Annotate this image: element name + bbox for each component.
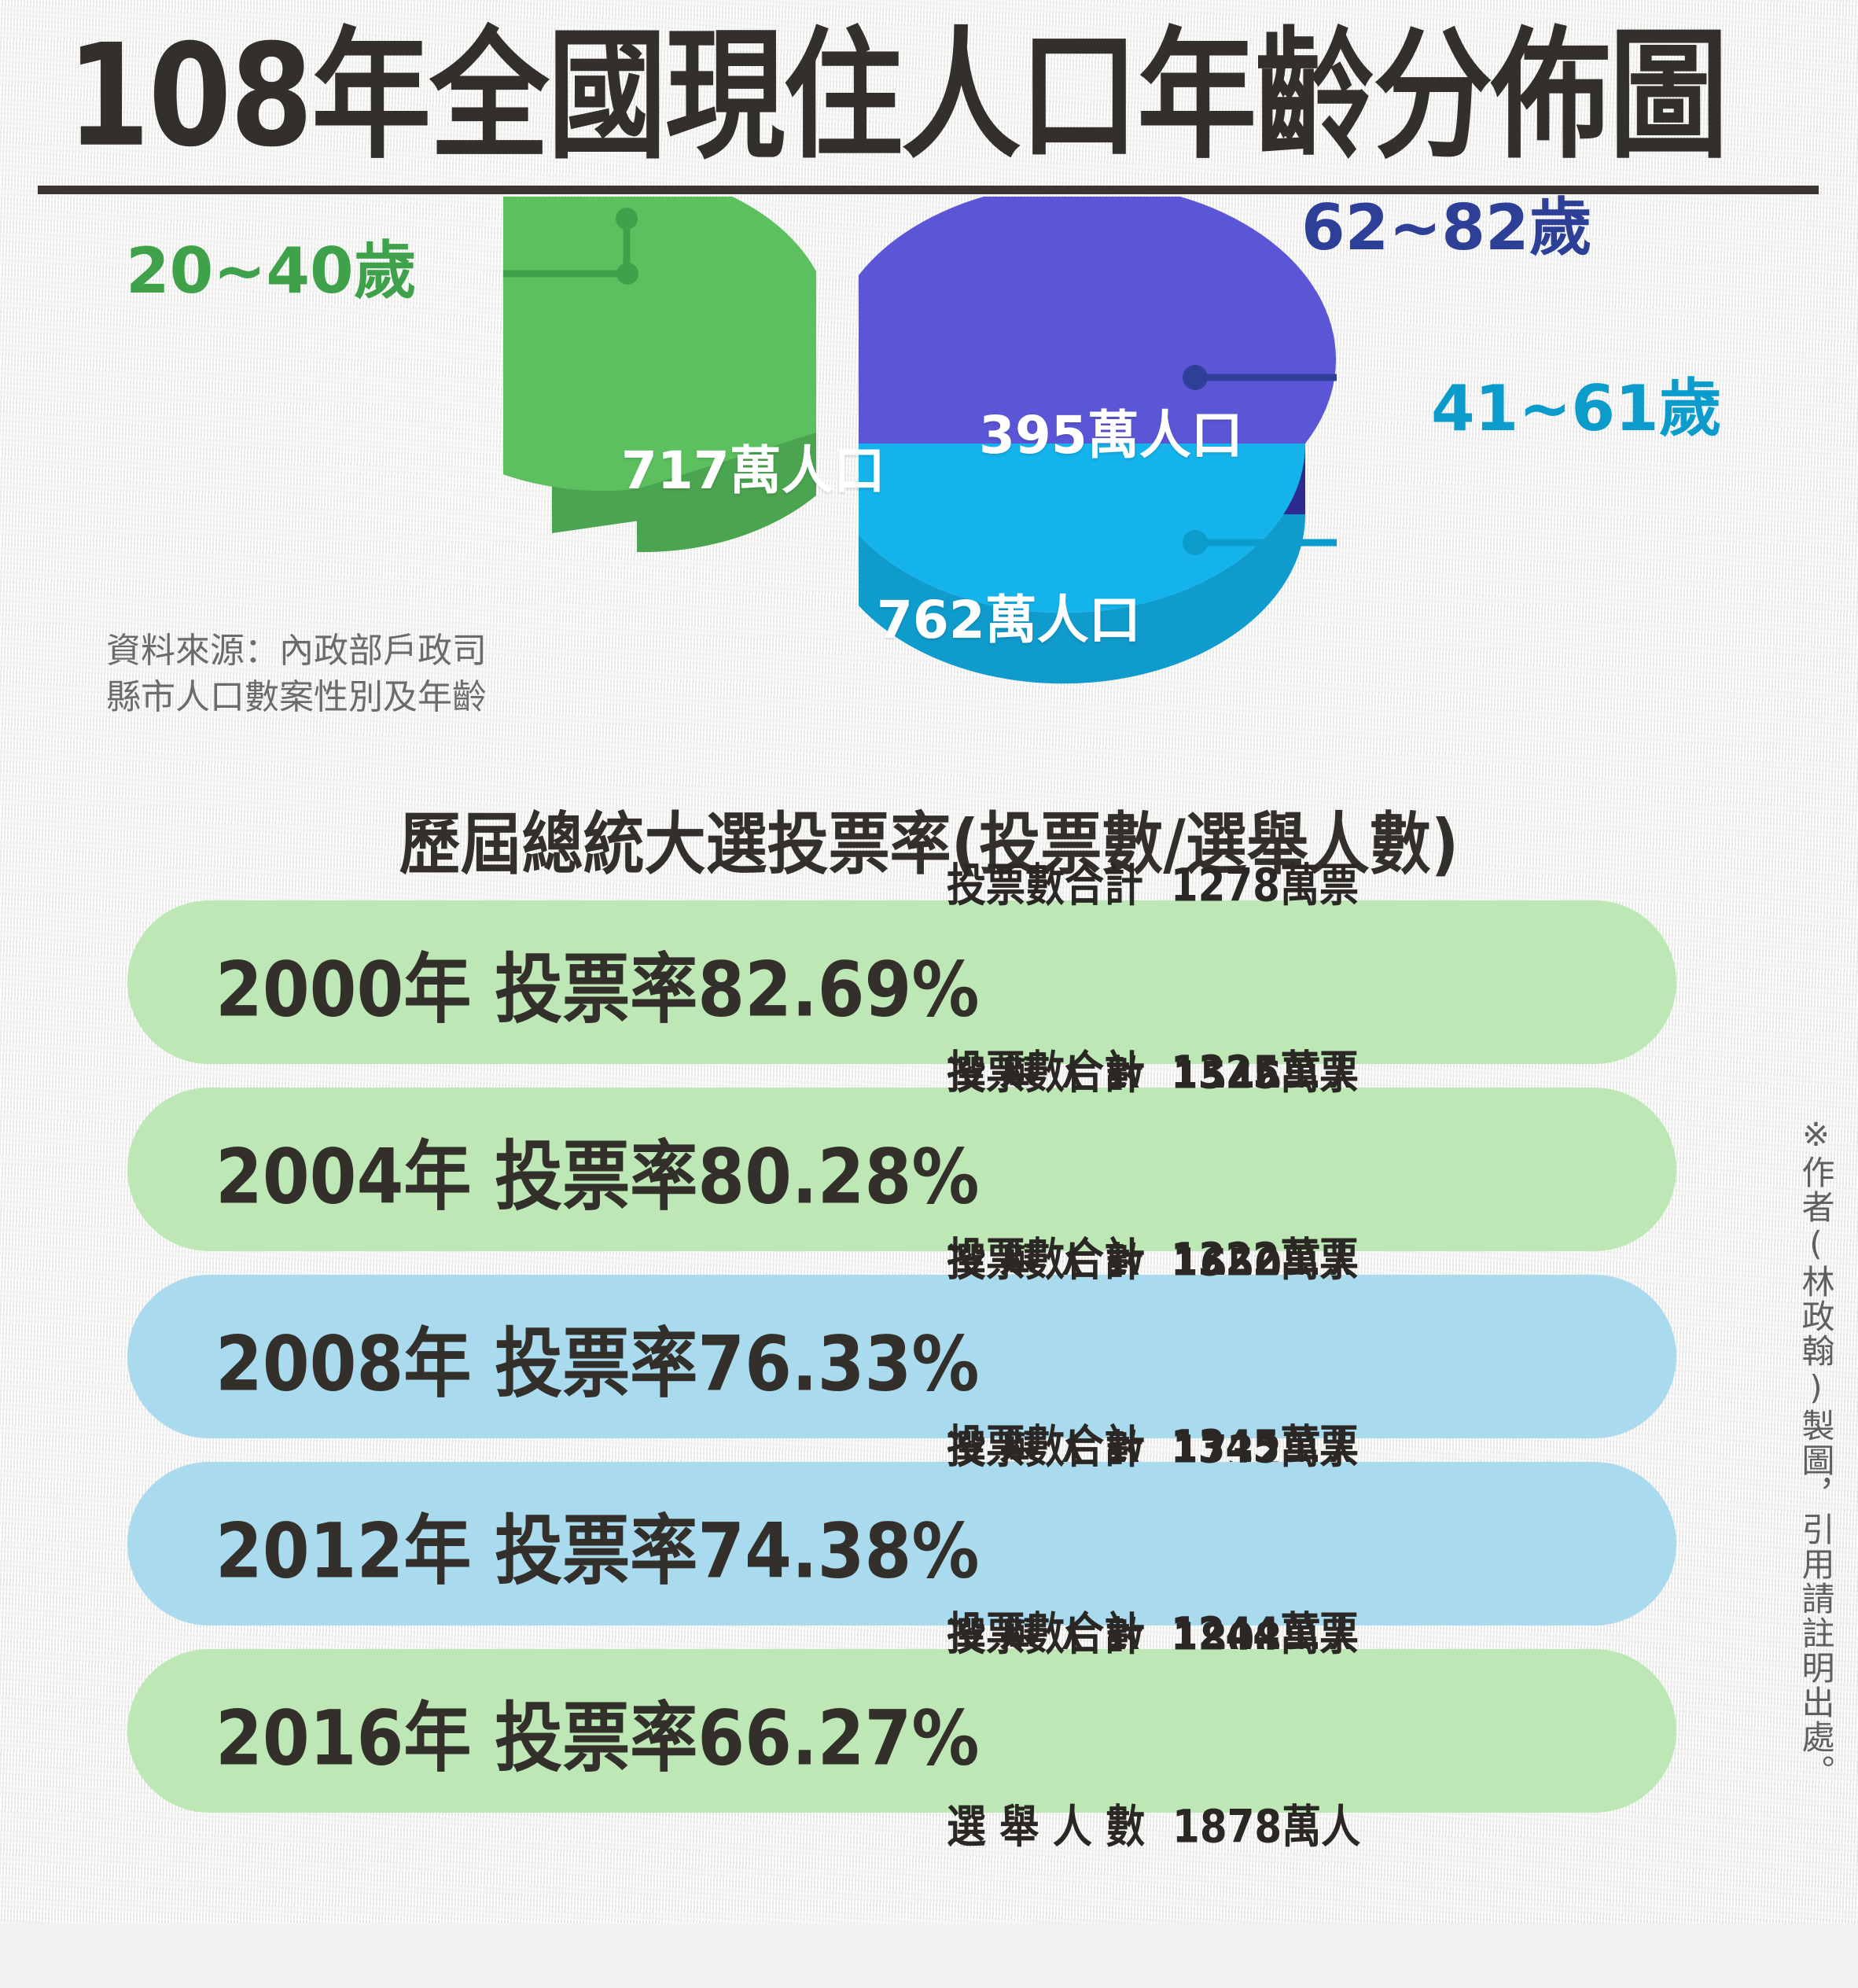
leader-line-green [503, 208, 638, 285]
votes-total-line: 投票數合計 1278萬票 [947, 859, 1359, 912]
pie-slice-purple [859, 197, 1337, 444]
vote-row-2004: 2004年 投票率80.28% 投票數合計 1325萬票 選 舉 人 數 165… [127, 1047, 1676, 1291]
vote-section-title: 歷屆總統大選投票率(投票數/選舉人數) [399, 805, 1459, 884]
vote-rate-text: 2000年 投票率82.69% [215, 945, 980, 1034]
votes-total-line: 投票數合計 1322萬票 [947, 1233, 1359, 1287]
vote-row-2016: 2016年 投票率66.27% 投票數合計 1244萬票 選 舉 人 數 187… [127, 1608, 1676, 1853]
leader-line-purple [1183, 365, 1337, 390]
votes-total-line: 投票數合計 1325萬票 [947, 1046, 1359, 1099]
pie-label-purple: 395萬人口 [979, 405, 1243, 466]
pie-side-green [637, 433, 816, 553]
pie-label-green: 717萬人口 [621, 440, 885, 501]
leader-line-cyan [1183, 530, 1337, 555]
data-source-note: 資料來源：內政部戶政司 縣市人口數案性別及年齡 [106, 631, 487, 718]
pie-chart-svg [503, 197, 1337, 684]
pie-callout-41-61: 41~61歲 [1431, 372, 1722, 445]
electors-total-line: 選 舉 人 數 1878萬人 [947, 1800, 1361, 1854]
vote-rate-text: 2008年 投票率76.33% [215, 1320, 980, 1408]
vote-row-2012: 2012年 投票率74.38% 投票數合計 1345萬票 選 舉 人 數 180… [127, 1421, 1676, 1666]
pie-callout-62-82: 62~82歲 [1301, 191, 1592, 264]
vote-rate-text: 2004年 投票率80.28% [215, 1132, 980, 1221]
author-credit: ※作者(林政翰)製圖，引用請註明出處。 [1797, 1115, 1835, 1789]
vote-detail-block: 投票數合計 1244萬票 選 舉 人 數 1878萬人 [947, 1474, 1360, 1987]
pie-label-cyan: 762萬人口 [877, 590, 1141, 650]
votes-total-line: 投票數合計 1244萬票 [947, 1607, 1359, 1661]
page-title: 108年全國現住人口年齡分佈圖 [67, 13, 1728, 179]
pie-side-green-left [552, 433, 816, 533]
pie-slice-cyan [859, 444, 1306, 613]
infographic-page: 108年全國現住人口年齡分佈圖 [0, 13, 1858, 1853]
title-divider [38, 186, 1819, 194]
population-pie-chart: 717萬人口 395萬人口 762萬人口 20~40歲 62~82歲 41~61… [0, 191, 1858, 755]
vote-row-2000: 2000年 投票率82.69% 投票數合計 1278萬票 選 舉 人 數 154… [127, 860, 1676, 1104]
pie-side-cyan [859, 444, 1306, 684]
vote-rate-text: 2012年 投票率74.38% [215, 1507, 980, 1596]
vote-rate-list: 2000年 投票率82.69% 投票數合計 1278萬票 選 舉 人 數 154… [127, 860, 1676, 1853]
vote-rate-text: 2016年 投票率66.27% [215, 1694, 980, 1783]
pie-callout-20-40: 20~40歲 [126, 234, 417, 307]
votes-total-line: 投票數合計 1345萬票 [947, 1420, 1359, 1474]
vote-row-2008: 2008年 投票率76.33% 投票數合計 1322萬票 選 舉 人 數 173… [127, 1234, 1676, 1478]
